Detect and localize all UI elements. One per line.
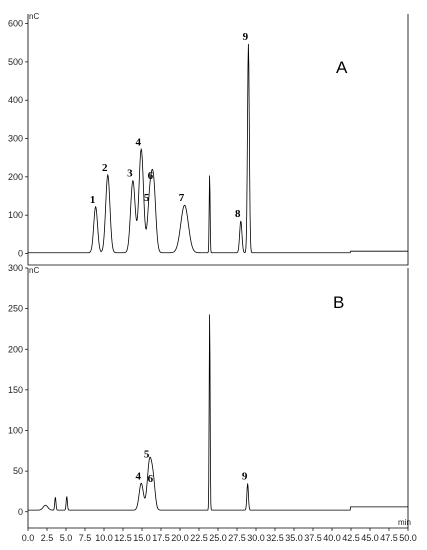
panel-b-y-tick-label: 50	[13, 466, 23, 476]
panel-b-y-tick-label: 100	[8, 426, 23, 436]
panel-a-peak-label-8: 8	[235, 208, 241, 220]
panel-a-y-tick-label: 600	[8, 19, 23, 29]
panel-a-peak-label-7: 7	[179, 192, 185, 204]
panel-b-peak-label-6: 6	[148, 473, 154, 485]
panel-b-x-tick-label: 15.0	[133, 533, 151, 543]
panel-b-x-tick-label: 25.0	[209, 533, 227, 543]
panel-a-y-tick-label: 400	[8, 95, 23, 105]
panel-b-x-tick-label: 45.0	[361, 533, 379, 543]
panel-b-peak-label-5: 5	[144, 448, 150, 460]
panel-b-x-tick-label: 50.0	[399, 533, 417, 543]
panel-b-x-tick-label: 17.5	[152, 533, 170, 543]
panel-b-x-tick-label: 27.5	[228, 533, 246, 543]
panel-a-y-tick-label: 100	[8, 210, 23, 220]
panel-b-x-tick-label: 42.5	[342, 533, 360, 543]
panel-a-axis-frame	[27, 14, 409, 266]
panel-a-chart: nC A 0 100 200 300 400 500 600 1 2 3 4 5 6 7 8 9	[8, 12, 409, 266]
panel-b-x-tick-label: 10.0	[95, 533, 113, 543]
panel-b-x-tick-label: 47.5	[380, 533, 398, 543]
panel-a-peak-label-9: 9	[243, 31, 249, 43]
panel-b-y-tick-label: 250	[8, 304, 23, 314]
panel-a-y-tick-label: 200	[8, 172, 23, 182]
panel-a-peak-label-6: 6	[148, 170, 154, 182]
panel-b-x-tick-label: 32.5	[266, 533, 284, 543]
panel-a-trace	[28, 43, 408, 254]
panel-b-x-tick-label: 5.0	[60, 533, 73, 543]
panel-b-x-tick-label: 2.5	[41, 533, 54, 543]
panel-b-trace	[28, 314, 408, 511]
panel-b-y-tick-label: 200	[8, 344, 23, 354]
panel-a-peak-label-2: 2	[102, 162, 108, 174]
panel-a-peak-label-5: 5	[144, 192, 150, 204]
panel-b-x-tick-label: 7.5	[79, 533, 92, 543]
panel-b-x-tick-label: 22.5	[190, 533, 208, 543]
panel-a-y-tick-label: 300	[8, 134, 23, 144]
panel-a-peak-label-1: 1	[90, 194, 96, 206]
panel-b-x-tick-label: 12.5	[114, 533, 132, 543]
panel-b-y-tick-label: 150	[8, 385, 23, 395]
panel-b-peak-label-9: 9	[242, 470, 248, 482]
panel-a-unit-label: nC	[29, 12, 39, 21]
panel-a-y-tick-label: 500	[8, 57, 23, 67]
panel-b-x-tick-label: 20.0	[171, 533, 189, 543]
panel-a-peak-label-4: 4	[135, 136, 141, 148]
panel-b-y-tick-label: 0	[18, 507, 23, 517]
x-axis-unit-label: min	[398, 518, 411, 527]
panel-b-axis-frame	[27, 268, 409, 529]
panel-b-x-tick-label: 37.5	[304, 533, 322, 543]
panel-b-peak-label-4: 4	[135, 470, 141, 482]
panel-a-y-tick-label: 0	[18, 249, 23, 259]
panel-b-unit-label: nC	[29, 266, 39, 275]
panel-b-x-tick-label: 35.0	[285, 533, 303, 543]
panel-b-y-tick-label: 300	[8, 263, 23, 273]
panel-a-letter: A	[336, 58, 348, 77]
panel-b-x-tick-label: 0.0	[22, 533, 35, 543]
panel-b-letter: B	[333, 293, 344, 312]
panel-a-peak-label-3: 3	[127, 168, 133, 180]
panel-b-x-tick-label: 30.0	[247, 533, 265, 543]
panel-b-x-tick-label: 40.0	[323, 533, 341, 543]
